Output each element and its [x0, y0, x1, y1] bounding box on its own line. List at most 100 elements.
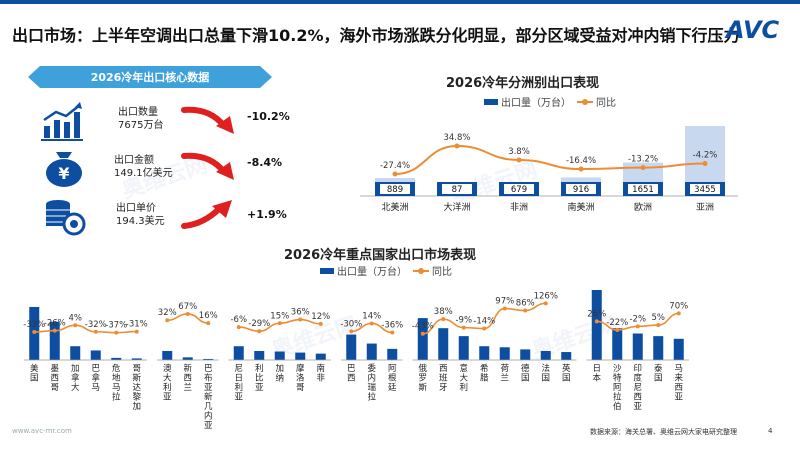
metric-amount-change: -8.4% — [247, 156, 283, 169]
country-bar — [540, 350, 551, 360]
metric-quantity-label: 出口数量 7675万台 — [118, 107, 164, 131]
continent-value-label: 1651 — [632, 185, 654, 195]
country-category-label: 西班牙 — [439, 364, 448, 393]
country-bar — [520, 349, 531, 360]
country-bar — [612, 328, 623, 360]
country-bar — [387, 348, 398, 360]
country-category-label: 南非 — [316, 363, 325, 384]
country-yoy-point — [257, 329, 262, 334]
continent-chart-title: 2026冷年分洲别出口表现 — [446, 76, 600, 91]
country-yoy-point — [134, 329, 139, 334]
country-yoy-label: 36% — [291, 308, 310, 318]
country-category-label: 加纳 — [275, 363, 284, 384]
country-yoy-label: 5% — [652, 313, 666, 323]
country-bar — [673, 338, 684, 360]
country-category-label: 澳大利亚 — [163, 363, 172, 403]
country-category-label: 巴西 — [347, 364, 356, 384]
country-yoy-point — [461, 325, 466, 330]
continent-value-label: 889 — [387, 185, 403, 195]
country-yoy-label: -6% — [230, 315, 247, 325]
country-bar — [315, 353, 326, 360]
down-trend-arrow-icon — [181, 106, 234, 134]
country-bar — [366, 343, 377, 360]
country-yoy-point — [635, 324, 640, 329]
country-yoy-point — [206, 321, 211, 326]
country-yoy-point — [676, 311, 681, 316]
country-yoy-point — [93, 329, 98, 334]
country-yoy-point — [523, 308, 528, 313]
metric-price-label: 出口单价 194.3美元 — [116, 203, 165, 227]
metric-amount-label: 出口金额 149.1亿美元 — [114, 155, 173, 179]
country-bar — [346, 334, 357, 360]
country-category-label: 法国 — [541, 363, 550, 384]
country-bar — [632, 333, 643, 360]
country-bar — [233, 346, 244, 360]
country-yoy-label: 16% — [199, 311, 218, 321]
country-category-label: 巴布亚新几内亚 — [204, 364, 213, 431]
country-yoy-point — [318, 321, 323, 326]
core-data-banner: 2026冷年出口核心数据 — [28, 66, 272, 88]
country-yoy-point — [594, 319, 599, 324]
country-yoy-point — [502, 306, 507, 311]
country-yoy-point — [441, 317, 446, 322]
country-category-label: 摩洛哥 — [296, 363, 305, 393]
continent-category-label: 大洋洲 — [443, 201, 470, 213]
country-category-label: 阿根廷 — [388, 364, 397, 393]
continent-yoy-label: 3.8% — [508, 147, 530, 157]
continent-value-label: 3455 — [694, 185, 716, 195]
country-yoy-point — [482, 326, 487, 331]
coin-stack-icon — [46, 200, 86, 236]
country-yoy-label: 126% — [534, 291, 558, 301]
country-bar — [182, 357, 193, 360]
continent-category-label: 欧洲 — [634, 201, 652, 213]
country-category-label: 利比亚 — [255, 363, 264, 393]
country-chart-title: 2026冷年重点国家出口市场表现 — [284, 248, 477, 263]
country-yoy-label: -29% — [248, 319, 270, 329]
continent-yoy-point — [702, 161, 708, 167]
continent-yoy-point — [640, 165, 646, 171]
continent-yoy-label: -4.2% — [693, 151, 718, 161]
country-category-label: 泰国 — [654, 363, 663, 384]
country-category-label: 沙特阿拉伯 — [613, 364, 622, 412]
continent-value-label: 679 — [511, 185, 527, 195]
continent-yoy-label: -16.4% — [566, 156, 596, 166]
continent-category-label: 南美洲 — [567, 201, 594, 213]
country-category-label: 哥斯达黎加 — [132, 364, 141, 412]
continent-category-label: 非洲 — [510, 201, 528, 213]
country-category-label: 德国 — [521, 363, 530, 384]
page-title: 出口市场：上半年空调出口总量下滑10.2%，海外市场涨跌分化明显，部分区域受益对… — [12, 26, 740, 45]
continent-category-label: 亚洲 — [696, 202, 714, 213]
continent-value-box — [690, 184, 720, 194]
country-category-label: 日本 — [592, 364, 601, 384]
country-category-label: 印度尼西亚 — [633, 363, 642, 412]
country-yoy-label: -9% — [455, 316, 472, 326]
country-yoy-label: -2% — [629, 314, 646, 324]
country-category-label: 巴拿马 — [91, 364, 100, 393]
continent-yoy-point — [392, 171, 398, 177]
country-category-label: 新西兰 — [183, 363, 192, 393]
country-yoy-label: 14% — [362, 311, 381, 321]
country-bar — [254, 350, 265, 360]
country-bar — [591, 290, 602, 360]
country-yoy-label: 97% — [495, 297, 514, 307]
continent-yoy-label: 34.8% — [443, 133, 470, 143]
country-category-label: 英国 — [562, 363, 571, 384]
country-yoy-point — [73, 323, 78, 328]
bar-growth-icon — [41, 102, 83, 141]
avc-logo: AVC — [724, 16, 780, 44]
continent-yoy-label: -13.2% — [628, 155, 658, 165]
country-category-label: 荷兰 — [500, 363, 509, 384]
down-trend-arrow-icon — [181, 152, 234, 180]
continent-yoy-line — [394, 144, 706, 175]
data-source-note: 数据来源：海关总署、奥维云网大家电研究整理 — [590, 428, 737, 436]
svg-text:¥: ¥ — [58, 164, 69, 183]
continent-value-box — [504, 184, 534, 194]
country-yoy-label: -43% — [412, 322, 434, 332]
metric-price-change: +1.9% — [247, 208, 287, 221]
money-bag-icon: ¥ — [46, 152, 82, 187]
country-category-label: 马来西亚 — [674, 364, 683, 403]
country-yoy-line — [34, 324, 137, 334]
metric-quantity-change: -10.2% — [247, 110, 290, 123]
country-bar — [274, 351, 285, 360]
continent-chart: 889 北美洲 87 大洋洲 679 非洲 916 南美洲 1651 欧洲 3455 亚洲 -27.4%… — [360, 126, 738, 213]
